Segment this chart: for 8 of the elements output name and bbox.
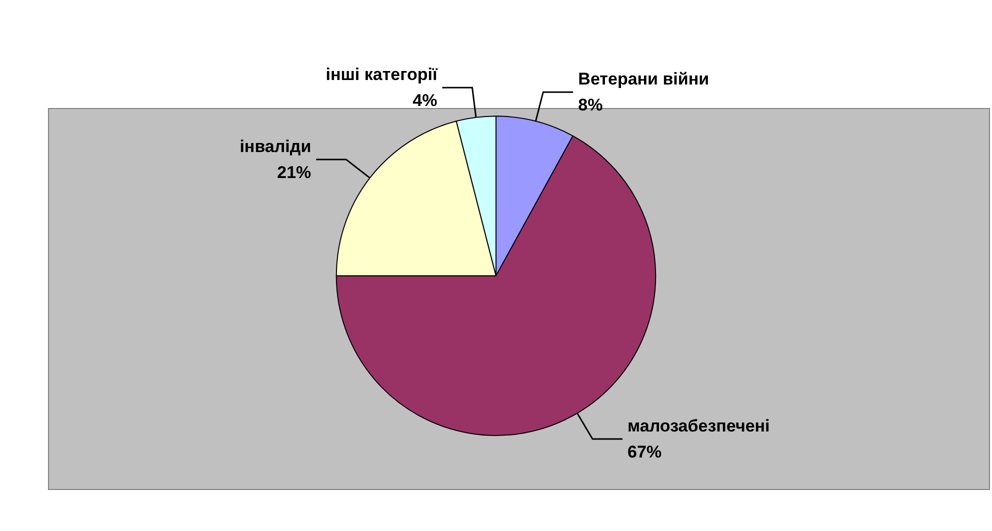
slice-label: інші категорії [326, 65, 438, 84]
slice-label: малозабезпечені [628, 416, 770, 436]
data-label: 21% [277, 163, 312, 182]
slice-label: інваліди [240, 137, 312, 156]
slice-label: Ветерани війни [578, 70, 710, 89]
data-label: 8% [578, 96, 603, 115]
data-label: 4% [412, 91, 438, 110]
data-label: 67% [628, 442, 662, 462]
